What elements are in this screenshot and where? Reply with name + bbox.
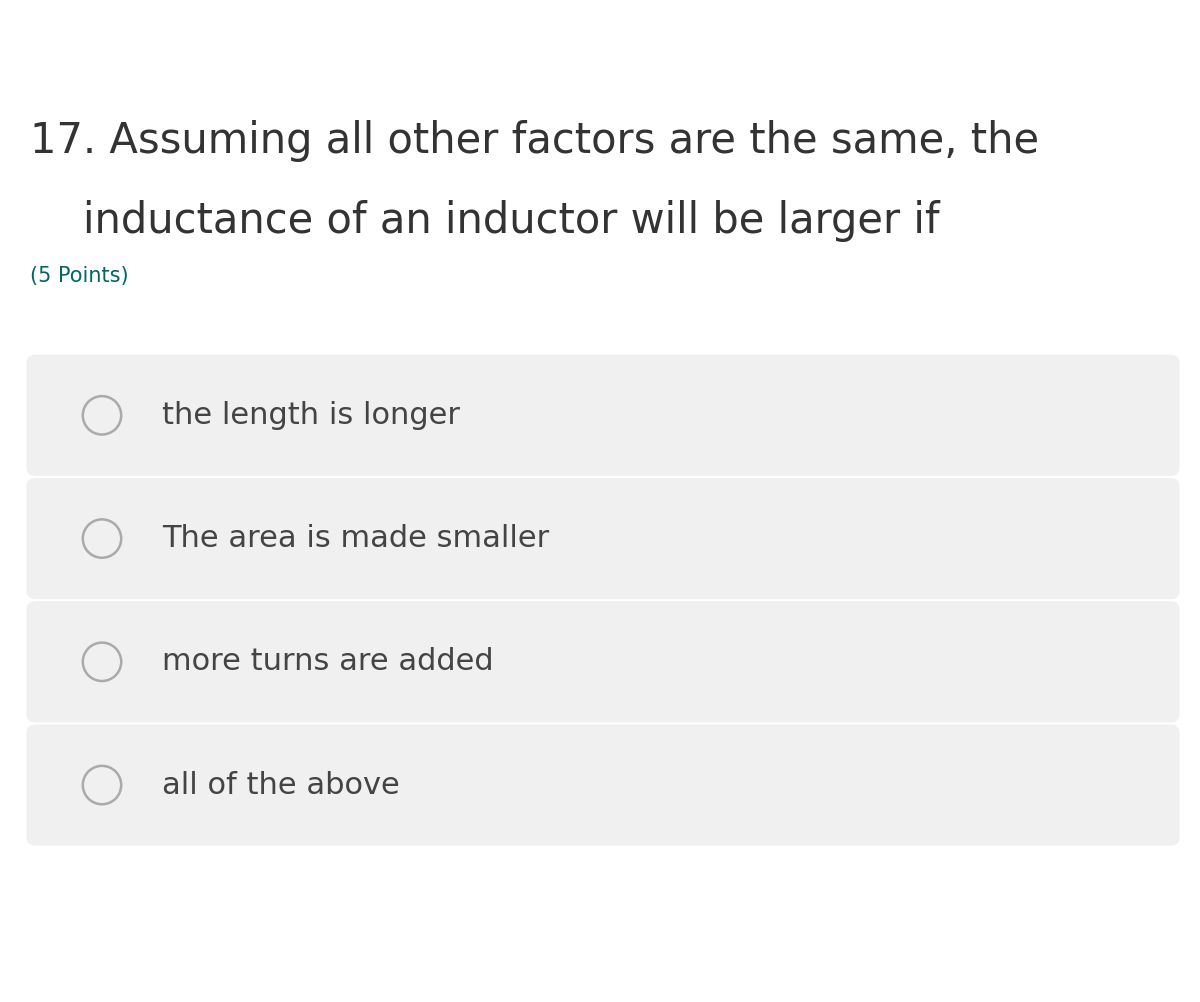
FancyBboxPatch shape (26, 478, 1180, 599)
Text: 17. Assuming all other factors are the same, the: 17. Assuming all other factors are the s… (30, 120, 1039, 162)
FancyBboxPatch shape (26, 724, 1180, 846)
Text: (5 Points): (5 Points) (30, 266, 128, 286)
Text: The area is made smaller: The area is made smaller (162, 524, 550, 553)
FancyBboxPatch shape (26, 355, 1180, 476)
Text: the length is longer: the length is longer (162, 401, 460, 430)
FancyBboxPatch shape (26, 601, 1180, 722)
Text: inductance of an inductor will be larger if: inductance of an inductor will be larger… (30, 200, 940, 242)
Text: more turns are added: more turns are added (162, 647, 493, 676)
Text: all of the above: all of the above (162, 771, 400, 800)
